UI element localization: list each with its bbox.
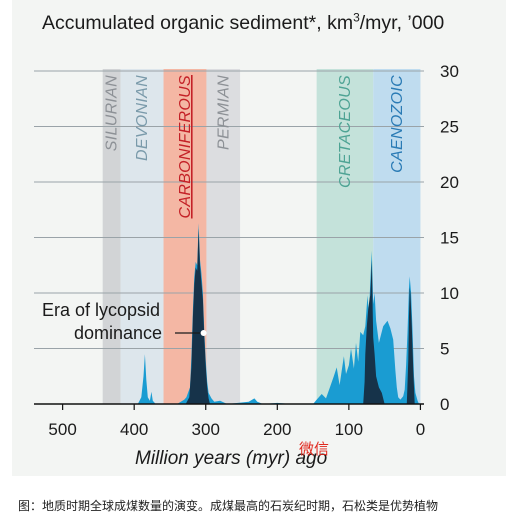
period-label-permian: PERMIAN [215, 75, 232, 150]
y-tick-label-30: 30 [440, 62, 459, 81]
annotation: Era of lycopsid dominance [42, 300, 207, 343]
annotation-marker [200, 330, 207, 336]
period-label-carboniferous: CARBONIFEROUS [177, 75, 194, 218]
y-tick-label-25: 25 [440, 118, 459, 137]
y-tick-label-10: 10 [440, 284, 459, 303]
period-label-devonian: DEVONIAN [134, 75, 151, 161]
x-tick-label-500: 500 [48, 420, 76, 439]
series-area-1 [185, 228, 415, 404]
chart-svg: 0 5 10 15 20 25 30 500 400 300 200 100 0 SILURIAN DEV… [34, 62, 459, 469]
y-tick-label-15: 15 [440, 229, 459, 248]
period-label-silurian: SILURIAN [104, 75, 121, 151]
period-labels: SILURIAN DEVONIAN CARBONIFEROUS PERMIAN CRET… [104, 75, 406, 219]
chart-panel: Accumulated organic sediment*, km3/myr, … [12, 0, 506, 476]
y-tick-label-0: 0 [440, 395, 449, 414]
chart-title-superscript: 3 [353, 10, 360, 25]
annotation-line-1: Era of lycopsid [42, 300, 160, 320]
chart-title-tail: /myr, ’000 [359, 12, 445, 34]
annotation-line-2: dominance [74, 323, 162, 343]
y-tick-label-5: 5 [440, 340, 449, 359]
period-band-silurian [102, 69, 121, 404]
grid-lines [34, 70, 424, 349]
axes: 0 5 10 15 20 25 30 500 400 300 200 100 0 [34, 62, 459, 439]
period-label-cretaceous: CRETACEOUS [337, 75, 354, 188]
x-tick-label-0: 0 [416, 420, 425, 439]
chart-title-text: Accumulated organic sediment*, km [42, 12, 354, 34]
x-tick-label-400: 400 [120, 420, 148, 439]
x-tick-label-200: 200 [263, 420, 291, 439]
y-tick-label-20: 20 [440, 173, 459, 192]
series-areas [119, 223, 420, 404]
period-label-caenozoic: CAENOZOIC [389, 75, 406, 173]
x-tick-label-300: 300 [192, 420, 220, 439]
chart-title: Accumulated organic sediment*, km3/myr, … [42, 12, 444, 35]
watermark-text: 微信 [299, 440, 329, 458]
x-tick-label-100: 100 [335, 420, 363, 439]
x-axis-label: Million years (myr) ago [135, 448, 327, 469]
figure-caption: 图：地质时期全球成煤数量的演变。成煤最高的石炭纪时期，石松类是优势植物 [18, 499, 439, 513]
